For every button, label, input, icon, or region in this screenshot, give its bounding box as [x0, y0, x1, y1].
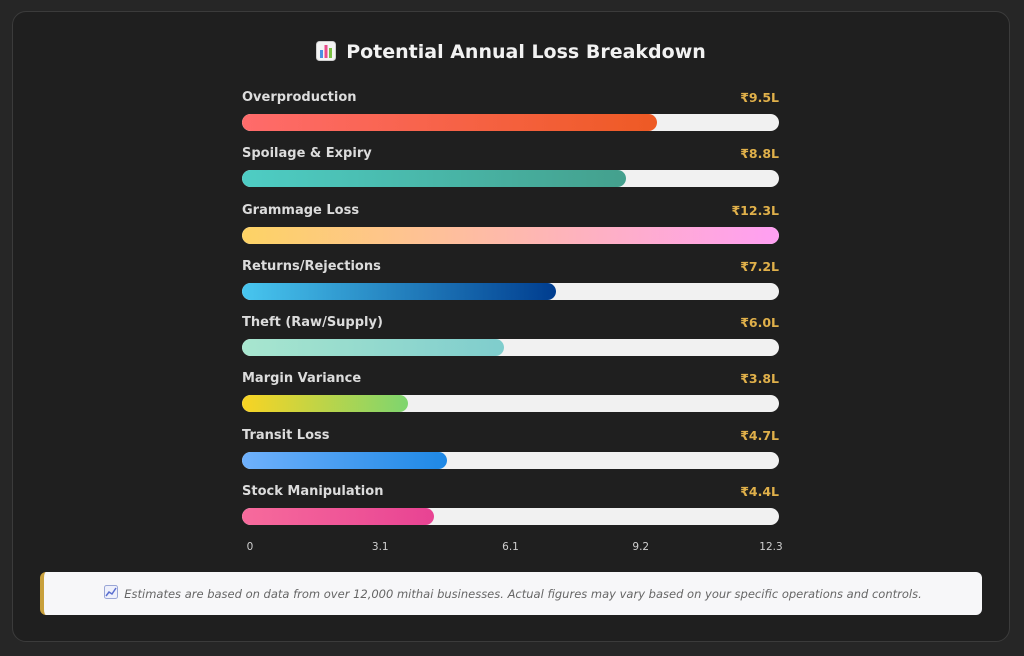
- bar-row: Theft (Raw/Supply) ₹6.0L: [242, 315, 779, 371]
- bar-track: [242, 451, 779, 469]
- bar-value-label: ₹4.7L: [740, 427, 779, 443]
- bar-value-label: ₹3.8L: [740, 371, 779, 387]
- bar-value-label: ₹9.5L: [740, 90, 779, 105]
- bar-label: Returns/Rejections: [242, 258, 381, 274]
- bar-label: Overproduction: [242, 90, 357, 105]
- disclaimer-note: Estimates are based on data from over 12…: [40, 572, 982, 615]
- bar-fill: [242, 339, 504, 357]
- bar-track: [242, 508, 779, 526]
- bar-fill: [242, 508, 435, 526]
- bar-row: Returns/Rejections ₹7.2L: [242, 259, 779, 315]
- bar-row: Overproduction ₹9.5L: [242, 90, 779, 146]
- disclaimer-text: Estimates are based on data from over 12…: [124, 586, 922, 601]
- chart-increasing-icon: [104, 585, 119, 602]
- bar-fill: [242, 170, 627, 188]
- bar-value-label: ₹6.0L: [740, 315, 779, 331]
- x-tick-label: 0: [246, 541, 254, 553]
- bar-row: Margin Variance ₹3.8L: [242, 371, 779, 427]
- x-tick-label: 12.3: [759, 541, 783, 553]
- bar-label: Spoilage & Expiry: [242, 146, 372, 162]
- bar-track: [242, 282, 779, 300]
- bar-rows: Overproduction ₹9.5L Spoilage & Expiry ₹8.8…: [242, 90, 779, 540]
- x-axis: 0 3.1 6.1 9.2 12.3: [242, 541, 783, 555]
- bar-label: Theft (Raw/Supply): [242, 315, 383, 331]
- bar-track: [242, 226, 779, 244]
- x-tick-label: 3.1: [371, 541, 389, 553]
- bar-chart-icon: [316, 41, 337, 66]
- bar-track: [242, 170, 779, 188]
- bar-row: Stock Manipulation ₹4.4L: [242, 484, 779, 540]
- bar-fill: [242, 114, 657, 131]
- bar-label: Stock Manipulation: [242, 484, 384, 500]
- x-tick-label: 6.1: [502, 541, 519, 553]
- bar-value-label: ₹8.8L: [740, 146, 779, 162]
- bar-track: [242, 395, 779, 413]
- bar-label: Grammage Loss: [242, 202, 360, 218]
- x-tick-label: 9.2: [632, 541, 650, 553]
- bar-value-label: ₹4.4L: [740, 484, 779, 500]
- bar-label: Transit Loss: [242, 427, 330, 443]
- bar-fill: [242, 451, 448, 469]
- chart-title-row: Potential Annual Loss Breakdown: [13, 41, 1009, 66]
- bar-value-label: ₹7.2L: [740, 258, 779, 274]
- bar-row: Spoilage & Expiry ₹8.8L: [242, 146, 779, 202]
- bar-fill: [242, 226, 779, 244]
- bar-track: [242, 114, 779, 131]
- bar-track: [242, 339, 779, 357]
- bar-fill: [242, 282, 557, 300]
- bar-fill: [242, 395, 408, 413]
- bar-label: Margin Variance: [242, 371, 362, 387]
- chart-title: Potential Annual Loss Breakdown: [346, 41, 706, 63]
- bar-row: Grammage Loss ₹12.3L: [242, 203, 779, 259]
- bar-row: Transit Loss ₹4.7L: [242, 428, 779, 484]
- bar-value-label: ₹12.3L: [731, 202, 779, 218]
